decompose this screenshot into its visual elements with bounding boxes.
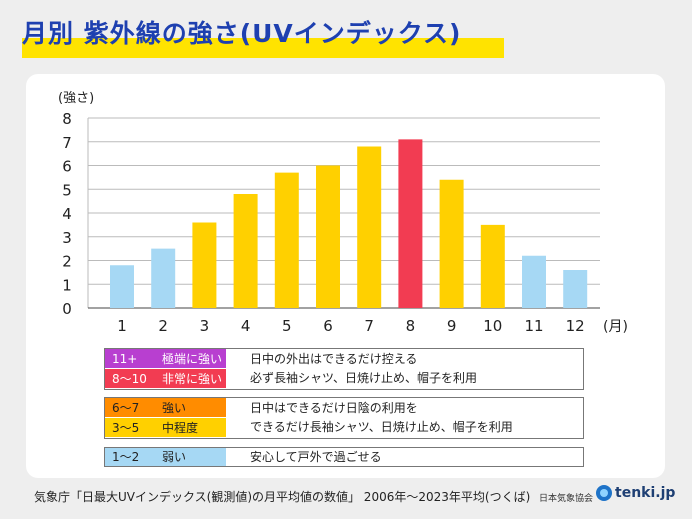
legend-level-label: 中程度 [162, 421, 199, 435]
legend-advice-text: 安心して戸外で過ごせる [250, 449, 382, 464]
legend-level-range: 6〜7 [112, 401, 140, 415]
x-tick-labels: 1 2 3 4 5 6 7 8 9 10 11 12 [117, 317, 585, 335]
y-tick-label: 1 [62, 276, 72, 294]
legend-advice-box: 安心して戸外で過ごせる [226, 447, 584, 467]
bar-month-5 [274, 172, 299, 308]
legend-level-row: 8〜10 非常に強い [104, 369, 226, 388]
legend-level-label: 極端に強い [162, 352, 223, 366]
source-note: 気象庁「日最大UVインデックス(観測値)の月平均値の数値」 2006年〜2023… [34, 490, 531, 504]
y-tick-label: 3 [62, 229, 72, 247]
logo-text: tenki.jp [615, 485, 676, 501]
x-tick-label: 3 [200, 317, 210, 335]
legend-level-label: 弱い [162, 450, 187, 464]
legend-advice-text: できるだけ長袖シャツ、日焼け止め、帽子を利用 [250, 420, 513, 434]
x-tick-label: 2 [158, 317, 168, 335]
y-tick-label: 8 [62, 110, 72, 128]
legend-level-range: 11+ [112, 351, 138, 366]
bar-month-12 [563, 270, 588, 308]
x-tick-label: 5 [282, 317, 292, 335]
x-tick-label: 1 [117, 317, 127, 335]
x-tick-label: 4 [241, 317, 251, 335]
x-tick-label: 10 [483, 317, 502, 335]
x-tick-label: 11 [524, 317, 543, 335]
legend-advice-text: 必ず長袖シャツ、日焼け止め、帽子を利用 [250, 371, 478, 385]
legend-level-range: 1〜2 [112, 450, 140, 464]
bar-month-9 [439, 179, 464, 308]
x-tick-label: 7 [364, 317, 374, 335]
x-tick-label: 12 [566, 317, 585, 335]
legend-level-label: 非常に強い [162, 372, 223, 386]
bar-month-7 [357, 146, 382, 308]
legend-advice-box: 日中の外出はできるだけ控える必ず長袖シャツ、日焼け止め、帽子を利用 [226, 348, 584, 390]
tenki-logo: tenki.jp [596, 485, 675, 501]
legend-level-row: 1〜2 弱い [104, 447, 226, 466]
org-name: 日本気象協会 [539, 494, 594, 504]
y-tick-label: 5 [62, 181, 72, 199]
bar-month-6 [316, 165, 340, 308]
legend-advice-text: 日中の外出はできるだけ控える [250, 352, 418, 366]
bar-month-3 [192, 222, 217, 308]
title-highlight [22, 38, 504, 58]
bar-month-11 [522, 255, 546, 308]
tenki-logo-icon [596, 485, 612, 501]
bar-month-1 [110, 265, 134, 308]
y-axis-label: (強さ) [58, 91, 94, 106]
y-tick-label: 2 [62, 253, 72, 271]
y-tick-label: 7 [62, 134, 72, 152]
x-tick-label: 8 [406, 317, 416, 335]
legend-advice-text: 日中はできるだけ日陰の利用を [250, 401, 418, 415]
x-tick-label: 6 [323, 317, 333, 335]
bar-month-10 [480, 224, 505, 308]
page-title: 月別 紫外線の強さ(UVインデックス) [22, 19, 462, 48]
x-tick-label: 9 [447, 317, 457, 335]
legend-level-row: 6〜7 強い [104, 398, 226, 417]
legend-level-range: 3〜5 [112, 421, 140, 435]
y-tick-label: 4 [62, 205, 72, 223]
title-area: 月別 紫外線の強さ(UVインデックス) [22, 14, 504, 58]
bars [110, 139, 588, 308]
legend-level-row: 11+ 極端に強い [104, 349, 226, 368]
grid-lines [87, 117, 600, 309]
bar-month-4 [233, 194, 258, 308]
bar-month-8 [398, 139, 423, 308]
x-axis-unit: (月) [603, 319, 628, 335]
y-tick-label: 0 [62, 300, 72, 318]
legend-level-range: 8〜10 [112, 372, 147, 386]
y-tick-label: 6 [62, 158, 72, 176]
y-tick-labels: 0 1 2 3 4 5 6 7 8 [62, 110, 72, 318]
legend-level-row: 3〜5 中程度 [104, 418, 226, 437]
legend-level-label: 強い [162, 401, 187, 415]
legend-advice-box: 日中はできるだけ日陰の利用をできるだけ長袖シャツ、日焼け止め、帽子を利用 [226, 397, 584, 439]
bar-month-2 [151, 248, 176, 308]
